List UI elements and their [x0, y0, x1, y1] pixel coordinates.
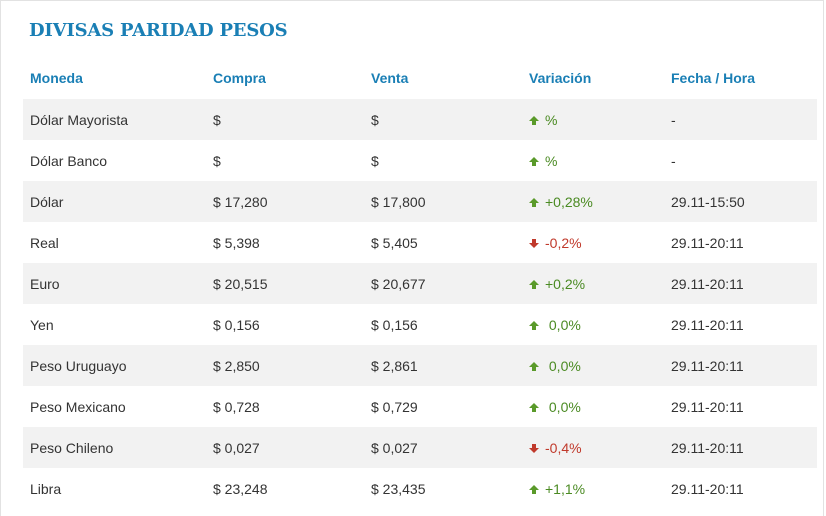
sell-price: $ 2,861: [371, 358, 418, 374]
sell-price: $: [371, 153, 379, 169]
variation: %: [529, 112, 557, 128]
timestamp: 29.11-20:11: [671, 276, 744, 292]
table-row: Peso Uruguayo $ 2,850 $ 2,861 0,0% 29.11-20…: [23, 345, 817, 386]
sell-price: $ 5,405: [371, 235, 418, 251]
header-compra: Compra: [213, 70, 266, 86]
buy-price: $ 5,398: [213, 235, 260, 251]
variation: +0,28%: [529, 194, 593, 210]
currency-name: Peso Mexicano: [30, 399, 126, 415]
arrow-up-icon: [529, 320, 539, 330]
table-row: Yen $ 0,156 $ 0,156 0,0% 29.11-20:11: [23, 304, 817, 345]
currency-name: Peso Uruguayo: [30, 358, 127, 374]
variation: -0,2%: [529, 235, 582, 251]
table-header: Moneda Compra Venta Variación Fecha / Ho…: [23, 61, 817, 97]
variation: +0,2%: [529, 276, 585, 292]
timestamp: 29.11-20:11: [671, 440, 744, 456]
sell-price: $ 0,156: [371, 317, 418, 333]
buy-price: $ 20,515: [213, 276, 268, 292]
variation-value: 0,0%: [545, 358, 581, 374]
variation-value: -0,2%: [545, 235, 582, 251]
header-venta: Venta: [371, 70, 409, 86]
table-row: Dólar Mayorista $ $% -: [23, 99, 817, 140]
variation-value: %: [545, 112, 558, 128]
variation: 0,0%: [529, 358, 581, 374]
sell-price: $: [371, 112, 379, 128]
currency-name: Real: [30, 235, 59, 251]
buy-price: $ 0,027: [213, 440, 260, 456]
variation: 0,0%: [529, 317, 581, 333]
widget-title: DIVISAS PARIDAD PESOS: [29, 20, 288, 41]
timestamp: -: [671, 112, 676, 128]
timestamp: 29.11-20:11: [671, 358, 744, 374]
variation-value: %: [545, 153, 558, 169]
table-row: Dólar $ 17,280 $ 17,800 +0,28% 29.11-15:50: [23, 181, 817, 222]
table-row: Peso Mexicano $ 0,728 $ 0,729 0,0% 29.11-20…: [23, 386, 817, 427]
buy-price: $: [213, 153, 221, 169]
currency-name: Dólar Mayorista: [30, 112, 129, 128]
arrow-up-icon: [529, 115, 539, 125]
currency-name: Dólar: [30, 194, 64, 210]
table-row: Peso Chileno $ 0,027 $ 0,027 -0,4% 29.11-20:…: [23, 427, 817, 468]
arrow-up-icon: [529, 279, 539, 289]
currency-name: Dólar Banco: [30, 153, 108, 169]
timestamp: 29.11-15:50: [671, 194, 745, 210]
table-row: Euro $ 20,515 $ 20,677 +0,2% 29.11-20:11: [23, 263, 817, 304]
sell-price: $ 20,677: [371, 276, 426, 292]
header-variacion: Variación: [529, 70, 592, 86]
arrow-down-icon: [529, 238, 539, 248]
variation: +1,1%: [529, 481, 585, 497]
variation: -0,4%: [529, 440, 582, 456]
sell-price: $ 0,027: [371, 440, 418, 456]
arrow-up-icon: [529, 197, 539, 207]
arrow-up-icon: [529, 361, 539, 371]
variation-value: 0,0%: [545, 317, 581, 333]
variation-value: +0,28%: [545, 194, 593, 210]
arrow-up-icon: [529, 484, 539, 494]
table-row: Libra $ 23,248 $ 23,435 +1,1% 29.11-20:11: [23, 468, 817, 509]
variation-value: +0,2%: [545, 276, 586, 292]
variation: 0,0%: [529, 399, 581, 415]
arrow-down-icon: [529, 443, 539, 453]
buy-price: $ 0,728: [213, 399, 260, 415]
timestamp: 29.11-20:11: [671, 235, 744, 251]
buy-price: $ 23,248: [213, 481, 268, 497]
header-fecha: Fecha / Hora: [671, 70, 756, 86]
variation-value: -0,4%: [545, 440, 582, 456]
currency-name: Peso Chileno: [30, 440, 114, 456]
header-moneda: Moneda: [30, 70, 83, 86]
buy-price: $ 17,280: [213, 194, 268, 210]
arrow-up-icon: [529, 402, 539, 412]
variation-value: +1,1%: [545, 481, 586, 497]
sell-price: $ 0,729: [371, 399, 418, 415]
sell-price: $ 17,800: [371, 194, 426, 210]
table-row: Dólar Banco $ $% -: [23, 140, 817, 181]
buy-price: $ 0,156: [213, 317, 260, 333]
buy-price: $ 2,850: [213, 358, 260, 374]
table-row: Real $ 5,398 $ 5,405 -0,2% 29.11-20:11: [23, 222, 817, 263]
currency-name: Yen: [30, 317, 54, 333]
currency-name: Euro: [30, 276, 60, 292]
buy-price: $: [213, 112, 221, 128]
timestamp: -: [671, 153, 676, 169]
variation-value: 0,0%: [545, 399, 581, 415]
arrow-up-icon: [529, 156, 539, 166]
timestamp: 29.11-20:11: [671, 317, 744, 333]
timestamp: 29.11-20:11: [671, 399, 744, 415]
currency-name: Libra: [30, 481, 62, 497]
sell-price: $ 23,435: [371, 481, 426, 497]
timestamp: 29.11-20:11: [671, 481, 744, 497]
variation: %: [529, 153, 557, 169]
table-body: Dólar Mayorista $ $% - Dólar Banco $ $% - Dólar $…: [23, 99, 817, 509]
